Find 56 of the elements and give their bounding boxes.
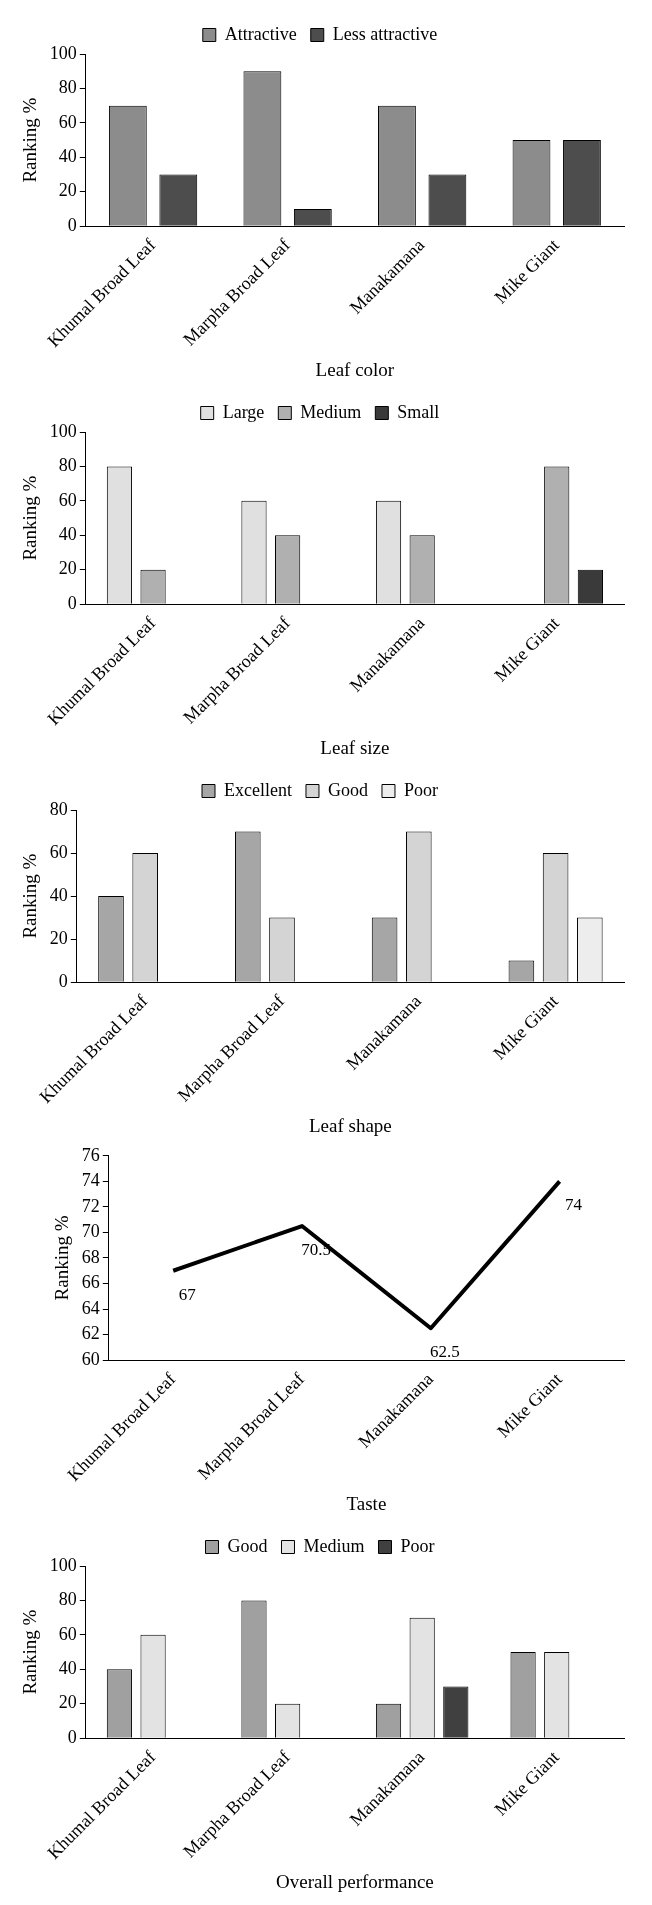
- y-tick-label: 72: [81, 1195, 100, 1216]
- y-tick-label: 0: [67, 214, 77, 235]
- data-label: 62.5: [429, 1342, 460, 1362]
- y-axis-title: Ranking %: [19, 475, 41, 561]
- y-axis-title: Ranking %: [19, 97, 41, 183]
- x-axis-title: Leaf shape: [308, 1114, 392, 1136]
- y-axis-title: Ranking %: [19, 853, 41, 939]
- legend-label: Good: [327, 779, 368, 800]
- y-tick-label: 60: [58, 1623, 77, 1644]
- legend-label: Excellent: [224, 779, 292, 800]
- y-tick-label: 70: [81, 1221, 100, 1242]
- y-tick-label: 64: [81, 1297, 100, 1318]
- x-axis-title: Leaf color: [315, 358, 395, 380]
- y-tick-label: 100: [49, 42, 77, 63]
- legend-label: Good: [227, 1535, 268, 1556]
- y-tick-label: 20: [58, 558, 77, 579]
- y-tick-label: 20: [58, 1692, 77, 1713]
- y-tick-label: 40: [58, 1658, 77, 1679]
- y-tick-label: 80: [58, 1589, 77, 1610]
- y-tick-label: 100: [49, 420, 77, 441]
- legend-label: Medium: [300, 401, 362, 422]
- y-tick-label: 40: [49, 884, 68, 905]
- data-label: 67: [178, 1284, 197, 1304]
- legend-label: Less attractive: [332, 23, 438, 44]
- y-tick-label: 100: [49, 1554, 77, 1575]
- legend-label: Small: [397, 401, 440, 422]
- data-label: 74: [565, 1195, 583, 1215]
- y-tick-label: 74: [81, 1170, 100, 1191]
- y-tick-label: 66: [81, 1272, 100, 1293]
- legend-label: Large: [222, 401, 265, 422]
- y-tick-label: 62: [81, 1323, 100, 1344]
- y-tick-label: 20: [49, 927, 68, 948]
- legend-label: Attractive: [224, 23, 297, 44]
- y-tick-label: 0: [67, 1726, 77, 1747]
- y-tick-label: 60: [58, 489, 77, 510]
- y-axis-title: Ranking %: [51, 1215, 73, 1301]
- y-tick-label: 60: [81, 1348, 100, 1369]
- y-tick-label: 0: [58, 970, 68, 991]
- y-tick-label: 40: [58, 146, 77, 167]
- y-tick-label: 0: [67, 592, 77, 613]
- x-axis-title: Overall performance: [276, 1870, 434, 1892]
- y-tick-label: 20: [58, 180, 77, 201]
- y-tick-label: 60: [49, 841, 68, 862]
- y-tick-label: 76: [81, 1144, 100, 1165]
- y-tick-label: 60: [58, 111, 77, 132]
- y-tick-label: 80: [49, 798, 68, 819]
- y-tick-label: 80: [58, 455, 77, 476]
- legend-label: Poor: [400, 1535, 435, 1556]
- x-axis-title: Leaf size: [320, 736, 390, 758]
- y-tick-label: 80: [58, 77, 77, 98]
- x-axis-title: Taste: [346, 1492, 387, 1514]
- legend-label: Medium: [303, 1535, 365, 1556]
- legend-label: Poor: [403, 779, 438, 800]
- y-tick-label: 68: [81, 1246, 100, 1267]
- y-tick-label: 40: [58, 524, 77, 545]
- y-axis-title: Ranking %: [19, 1609, 41, 1695]
